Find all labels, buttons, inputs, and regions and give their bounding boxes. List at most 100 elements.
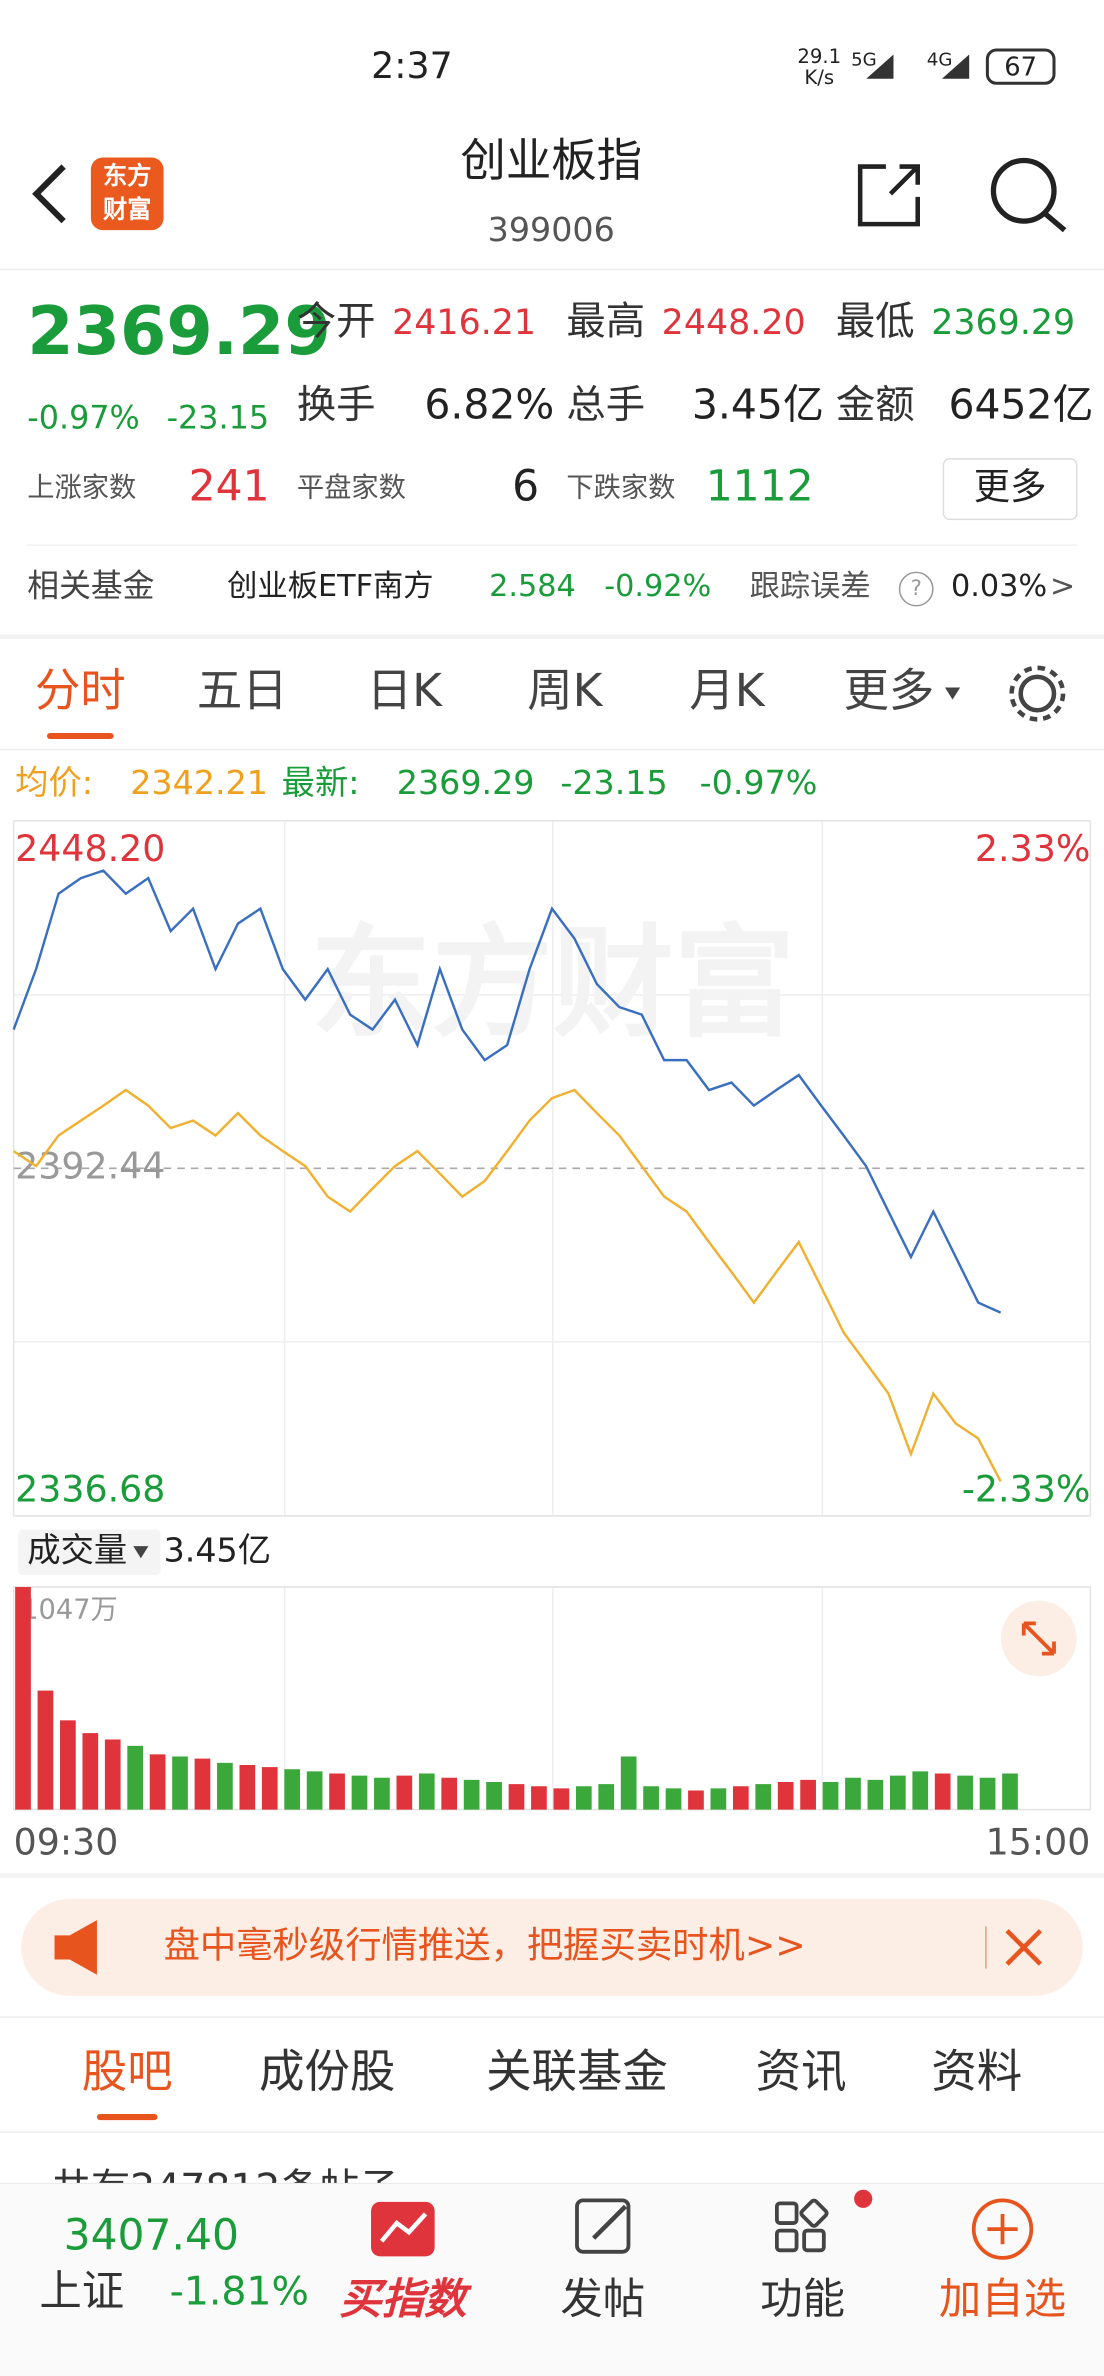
post-icon[interactable] bbox=[575, 2198, 631, 2254]
banner-text[interactable]: 盘中毫秒级行情推送，把握买卖时机>> bbox=[164, 1923, 806, 1966]
avg-value: 2342.21 bbox=[130, 763, 268, 802]
y-tick-label: 2336.68 bbox=[15, 1468, 165, 1511]
nav-item[interactable]: 发帖 bbox=[560, 2274, 645, 2323]
chart-tab[interactable]: 分时 bbox=[35, 664, 126, 717]
fund-change: -0.92% bbox=[604, 569, 711, 604]
index-value: 3407.40 bbox=[64, 2211, 239, 2260]
function-icon[interactable] bbox=[774, 2198, 829, 2253]
content-tab[interactable]: 成份股 bbox=[259, 2045, 395, 2098]
nav-item[interactable]: 加自选 bbox=[939, 2274, 1066, 2323]
price-line bbox=[12, 1088, 1002, 1482]
tab-indicator bbox=[46, 732, 114, 739]
help-mark: ? bbox=[911, 575, 922, 600]
add-watchlist-icon[interactable] bbox=[971, 2198, 1034, 2260]
nav-item[interactable]: 功能 bbox=[760, 2274, 845, 2323]
change-amount: -23.15 bbox=[167, 399, 270, 436]
volume-bar bbox=[800, 1779, 816, 1810]
volume-bar bbox=[598, 1784, 615, 1810]
volume-bar bbox=[441, 1777, 458, 1810]
help-icon[interactable] bbox=[898, 571, 934, 607]
fund-price: 2.584 bbox=[489, 569, 576, 604]
content-tab[interactable]: 股吧 bbox=[82, 2045, 173, 2098]
divider bbox=[0, 1873, 1104, 1878]
more-button-label[interactable]: 更多 bbox=[974, 465, 1047, 508]
settings-button[interactable] bbox=[1018, 674, 1057, 713]
watermark: 东方财富 bbox=[311, 913, 795, 1054]
volume-label: 成交量 bbox=[27, 1531, 127, 1570]
content-tab[interactable]: 资料 bbox=[931, 2045, 1022, 2098]
fund-name[interactable]: 创业板ETF南方 bbox=[227, 569, 433, 604]
search-button[interactable] bbox=[990, 157, 1057, 224]
chart-tab[interactable]: 月K bbox=[689, 664, 765, 717]
volume-bar bbox=[329, 1773, 345, 1810]
stat-value: 3.45亿 bbox=[692, 380, 824, 428]
megaphone-icon bbox=[54, 1920, 97, 1975]
stat-value: 2448.20 bbox=[662, 303, 806, 343]
nav-item[interactable]: 买指数 bbox=[339, 2274, 472, 2323]
volume-bar bbox=[37, 1690, 54, 1810]
stat-label: 换手 bbox=[297, 382, 376, 428]
content-tab[interactable]: 关联基金 bbox=[486, 2045, 668, 2098]
volume-bar bbox=[665, 1788, 682, 1810]
volume-total: 3.45亿 bbox=[164, 1531, 271, 1570]
volume-bar bbox=[82, 1733, 99, 1810]
volume-bar bbox=[463, 1779, 480, 1810]
volume-bar bbox=[351, 1775, 368, 1810]
share-button[interactable] bbox=[857, 164, 920, 227]
latest-label: 最新: bbox=[282, 763, 360, 802]
status-time: 2:37 bbox=[371, 44, 453, 87]
volume-bar bbox=[60, 1720, 76, 1810]
bottom-nav bbox=[0, 2183, 1104, 2376]
tracking-label: 跟踪误差 bbox=[750, 569, 871, 604]
chart-tab[interactable]: 日K bbox=[367, 664, 443, 717]
volume-bar bbox=[710, 1788, 727, 1810]
index-name: 上证 bbox=[39, 2267, 124, 2316]
volume-bar bbox=[1002, 1773, 1018, 1810]
breadth-value: 241 bbox=[189, 462, 270, 511]
icon-detail bbox=[802, 2228, 826, 2253]
icon-detail bbox=[592, 2204, 628, 2240]
chart-tab[interactable]: 五日 bbox=[197, 664, 288, 717]
volume-bar bbox=[688, 1790, 704, 1810]
volume-selector[interactable] bbox=[18, 1529, 161, 1575]
promo-banner[interactable] bbox=[21, 1898, 1083, 1996]
latest-change: -23.15 bbox=[560, 763, 667, 802]
last-price: 2369.29 bbox=[27, 292, 330, 370]
volume-bar bbox=[15, 1587, 31, 1810]
volume-bar bbox=[261, 1767, 278, 1810]
volume-bar bbox=[553, 1788, 570, 1810]
change-percent: -0.97% bbox=[27, 399, 140, 436]
volume-bar bbox=[306, 1771, 323, 1810]
breadth-label: 下跌家数 bbox=[566, 473, 675, 504]
back-button[interactable] bbox=[32, 164, 66, 224]
content-tab[interactable]: 资讯 bbox=[756, 2045, 847, 2098]
search-handle bbox=[1043, 211, 1067, 233]
chart-tab[interactable]: 周K bbox=[527, 664, 603, 717]
volume-bar bbox=[979, 1777, 996, 1810]
stat-label: 最高 bbox=[566, 299, 645, 345]
breadth-value: 6 bbox=[512, 462, 539, 511]
volume-bar bbox=[732, 1786, 749, 1810]
stat-value: 6452亿 bbox=[948, 380, 1093, 428]
volume-bar bbox=[845, 1777, 861, 1810]
index-code: 399006 bbox=[488, 210, 615, 249]
price-line bbox=[12, 869, 1002, 1314]
logo-text: 财富 bbox=[103, 195, 151, 223]
icon-detail bbox=[774, 2201, 799, 2225]
more-button[interactable] bbox=[942, 458, 1078, 521]
breadth-value: 1112 bbox=[706, 462, 814, 511]
close-banner-button[interactable] bbox=[1005, 1929, 1042, 1966]
icon-detail bbox=[987, 2213, 1018, 2245]
battery-level: 67 bbox=[1004, 53, 1037, 83]
volume-bar bbox=[912, 1771, 929, 1810]
stat-value: 2416.21 bbox=[392, 303, 536, 343]
arrow: > bbox=[1050, 569, 1075, 604]
net-speed: 29.1 bbox=[797, 45, 841, 68]
chart-tab[interactable]: 更多 bbox=[844, 664, 935, 717]
app-logo bbox=[90, 157, 164, 231]
tab-indicator bbox=[96, 2114, 158, 2121]
icon-detail bbox=[774, 2228, 799, 2253]
fund-label: 相关基金 bbox=[27, 568, 154, 605]
